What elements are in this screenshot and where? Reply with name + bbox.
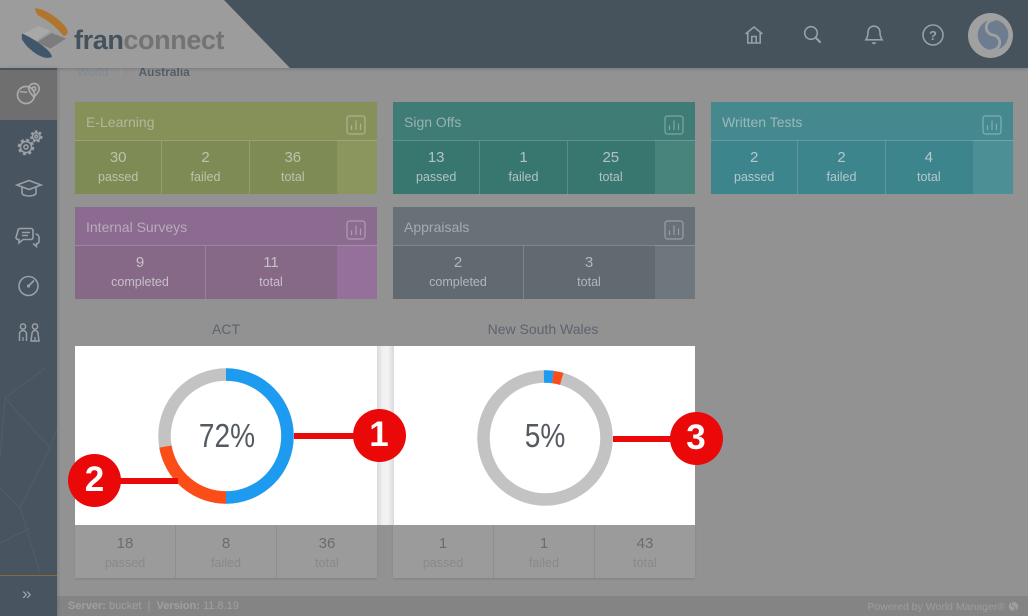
svg-text:?: ? (929, 28, 937, 43)
